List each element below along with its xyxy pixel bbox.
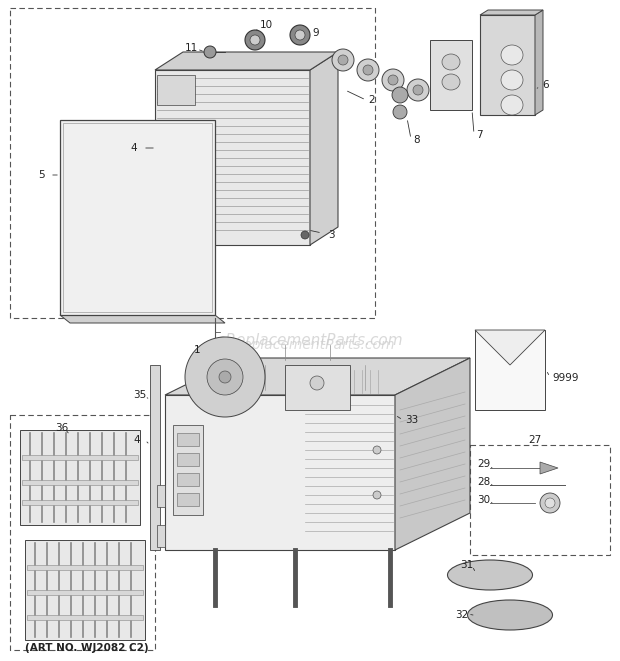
Circle shape — [219, 371, 231, 383]
Bar — [10, 8, 375, 318]
Text: 9999: 9999 — [552, 373, 578, 383]
Polygon shape — [480, 10, 543, 15]
Text: eReplacementParts.com: eReplacementParts.com — [225, 338, 395, 352]
Circle shape — [357, 59, 379, 81]
Polygon shape — [155, 70, 310, 245]
Circle shape — [393, 105, 407, 119]
Bar — [10, 415, 155, 650]
Bar — [475, 330, 545, 410]
Bar — [177, 473, 199, 486]
Text: 9: 9 — [312, 28, 319, 38]
Bar — [177, 493, 199, 506]
Bar — [430, 40, 472, 110]
Bar — [157, 75, 195, 105]
Polygon shape — [165, 358, 470, 395]
Circle shape — [338, 55, 348, 65]
Bar — [157, 485, 165, 507]
Bar — [177, 453, 199, 466]
Circle shape — [295, 30, 305, 40]
Text: 30: 30 — [477, 495, 490, 505]
Bar — [177, 433, 199, 446]
Polygon shape — [165, 395, 395, 550]
Ellipse shape — [501, 70, 523, 90]
Circle shape — [332, 49, 354, 71]
Circle shape — [388, 75, 398, 85]
Polygon shape — [60, 315, 225, 323]
Ellipse shape — [501, 45, 523, 65]
Circle shape — [545, 498, 555, 508]
Ellipse shape — [467, 600, 552, 630]
Polygon shape — [540, 462, 558, 474]
Circle shape — [373, 446, 381, 454]
Text: 8: 8 — [413, 135, 420, 145]
Circle shape — [382, 69, 404, 91]
Polygon shape — [60, 120, 215, 315]
Bar — [20, 430, 140, 525]
Text: 32: 32 — [455, 610, 468, 620]
Circle shape — [301, 231, 309, 239]
Text: 35: 35 — [133, 390, 146, 400]
Text: 4: 4 — [133, 435, 140, 445]
Bar — [480, 15, 535, 115]
Text: 7: 7 — [476, 130, 482, 140]
Text: 4: 4 — [130, 143, 136, 153]
Ellipse shape — [501, 95, 523, 115]
Circle shape — [185, 337, 265, 417]
Text: (ART NO. WJ2082 C2): (ART NO. WJ2082 C2) — [25, 643, 149, 653]
Bar — [27, 590, 143, 595]
Text: 27: 27 — [528, 435, 541, 445]
Bar — [157, 525, 165, 547]
Bar — [285, 365, 350, 410]
Bar — [27, 615, 143, 620]
Polygon shape — [535, 10, 543, 115]
Text: 3: 3 — [328, 230, 335, 240]
Bar — [22, 500, 138, 505]
Text: 36: 36 — [55, 423, 68, 433]
Text: 33: 33 — [405, 415, 418, 425]
Polygon shape — [310, 52, 338, 245]
Circle shape — [392, 87, 408, 103]
Circle shape — [540, 493, 560, 513]
Bar — [27, 565, 143, 570]
Circle shape — [407, 79, 429, 101]
Circle shape — [290, 25, 310, 45]
Text: 10: 10 — [260, 20, 273, 30]
Bar — [173, 425, 203, 515]
Ellipse shape — [442, 54, 460, 70]
Bar — [22, 455, 138, 460]
Circle shape — [207, 359, 243, 395]
Text: 5: 5 — [38, 170, 45, 180]
Circle shape — [310, 376, 324, 390]
Bar — [150, 365, 160, 550]
Circle shape — [373, 491, 381, 499]
Text: 28: 28 — [477, 477, 490, 487]
Text: 31: 31 — [460, 560, 473, 570]
Circle shape — [363, 65, 373, 75]
Ellipse shape — [448, 560, 533, 590]
Text: 11: 11 — [185, 43, 198, 53]
Polygon shape — [475, 330, 545, 365]
Circle shape — [204, 46, 216, 58]
Bar — [25, 540, 145, 640]
Text: eReplacementParts.com: eReplacementParts.com — [216, 332, 404, 348]
Circle shape — [413, 85, 423, 95]
Circle shape — [245, 30, 265, 50]
Polygon shape — [155, 52, 338, 70]
Bar — [63, 123, 212, 312]
Polygon shape — [395, 358, 470, 550]
Text: 29: 29 — [477, 459, 490, 469]
Text: 2: 2 — [368, 95, 374, 105]
Text: 1: 1 — [194, 345, 201, 355]
Bar — [470, 445, 610, 555]
Text: 6: 6 — [542, 80, 549, 90]
Ellipse shape — [442, 74, 460, 90]
Bar — [22, 480, 138, 485]
Circle shape — [250, 35, 260, 45]
